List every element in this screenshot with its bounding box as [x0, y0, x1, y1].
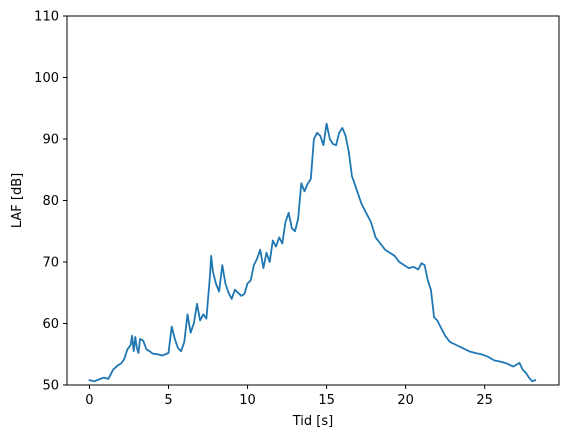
y-tick-label: 80	[42, 194, 59, 209]
y-tick-label: 100	[34, 71, 59, 86]
plot-frame	[66, 15, 560, 386]
y-tick-label: 70	[42, 256, 59, 271]
x-axis-label: Tid [s]	[292, 414, 333, 429]
x-tick-label: 0	[85, 393, 93, 408]
y-axis-label: LAF [dB]	[10, 173, 25, 228]
y-tick-label: 50	[42, 379, 59, 394]
x-tick-label: 5	[164, 393, 172, 408]
y-tick-label: 60	[42, 317, 59, 332]
x-axis-ticks: 0 5 10 15 20 25	[85, 385, 493, 408]
x-tick-label: 15	[318, 393, 335, 408]
series-line	[88, 122, 537, 383]
x-tick-label: 25	[476, 393, 493, 408]
y-tick-label: 110	[34, 10, 59, 25]
x-tick-label: 20	[397, 393, 414, 408]
x-tick-label: 10	[239, 393, 256, 408]
y-tick-label: 90	[42, 133, 59, 148]
y-axis-ticks: 50 60 70 80 90 100 110	[34, 10, 67, 394]
